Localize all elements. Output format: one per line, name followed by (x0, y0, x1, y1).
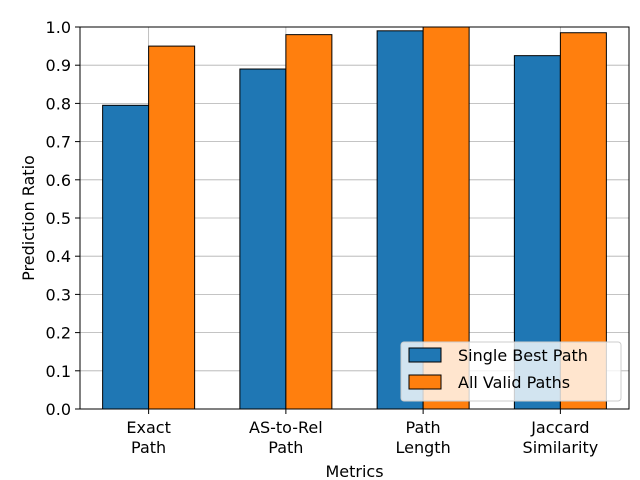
x-tick-label: Jaccard (530, 418, 589, 437)
y-tick-label: 0.0 (46, 400, 71, 419)
y-axis-label: Prediction Ratio (19, 155, 38, 281)
y-tick-label: 0.3 (46, 285, 71, 304)
y-tick-label: 0.9 (46, 56, 71, 75)
x-tick-label: Path (131, 438, 166, 457)
bar-single-best-path (239, 68, 287, 410)
x-axis-label: Metrics (325, 462, 383, 480)
y-tick-label: 0.6 (46, 171, 71, 190)
y-tick-label: 0.5 (46, 209, 71, 228)
x-tick-label: AS-to-Rel (249, 418, 323, 437)
y-axis-ticks: 0.0 0.1 0.2 0.3 0.4 0.5 0.6 0.7 0.8 0.9 1.0 (46, 18, 80, 419)
y-tick-label: 0.7 (46, 133, 71, 152)
y-tick-label: 0.2 (46, 324, 71, 343)
x-axis-ticks: ExactPathAS-to-RelPathPathLengthJaccardS… (126, 409, 598, 457)
x-tick-label: Length (396, 438, 451, 457)
legend-swatch-all-valid-paths (408, 374, 442, 390)
legend-box (400, 341, 622, 402)
y-tick-label: 0.8 (46, 94, 71, 113)
y-tick-label: 0.1 (46, 362, 71, 381)
bar-single-best-path (102, 104, 150, 410)
bar-all-valid-paths (285, 34, 333, 410)
x-tick-label: Exact (126, 418, 170, 437)
legend: Single Best Path All Valid Paths (400, 341, 622, 402)
y-tick-label: 1.0 (46, 18, 71, 37)
x-tick-label: Similarity (523, 438, 599, 457)
legend-label-single-best-path: Single Best Path (458, 346, 588, 365)
x-tick-label: Path (406, 418, 441, 437)
y-tick-label: 0.4 (46, 247, 71, 266)
legend-swatch-single-best-path (408, 347, 442, 363)
bar-all-valid-paths (148, 45, 196, 410)
x-tick-label: Path (268, 438, 303, 457)
bars (102, 26, 607, 410)
legend-label-all-valid-paths: All Valid Paths (458, 373, 570, 392)
